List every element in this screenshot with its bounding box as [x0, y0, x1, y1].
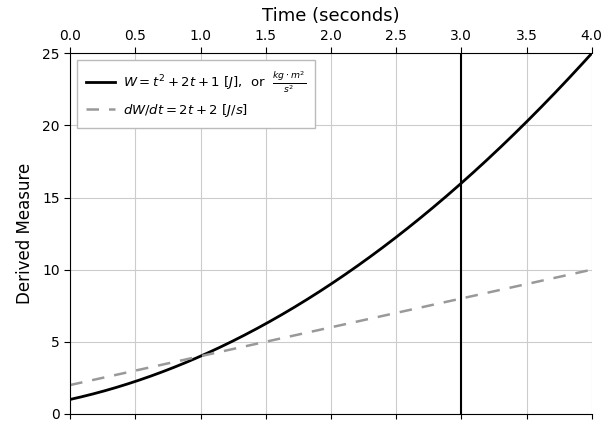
Y-axis label: Derived Measure: Derived Measure	[16, 163, 34, 304]
X-axis label: Time (seconds): Time (seconds)	[262, 7, 400, 24]
Legend: $W = t^2 + 2t + 1\ [J]$,  or  $\frac{kg \cdot m^2}{s^2}$, $dW/dt = 2t + 2\ [J/s]: $W = t^2 + 2t + 1\ [J]$, or $\frac{kg \c…	[77, 60, 315, 128]
